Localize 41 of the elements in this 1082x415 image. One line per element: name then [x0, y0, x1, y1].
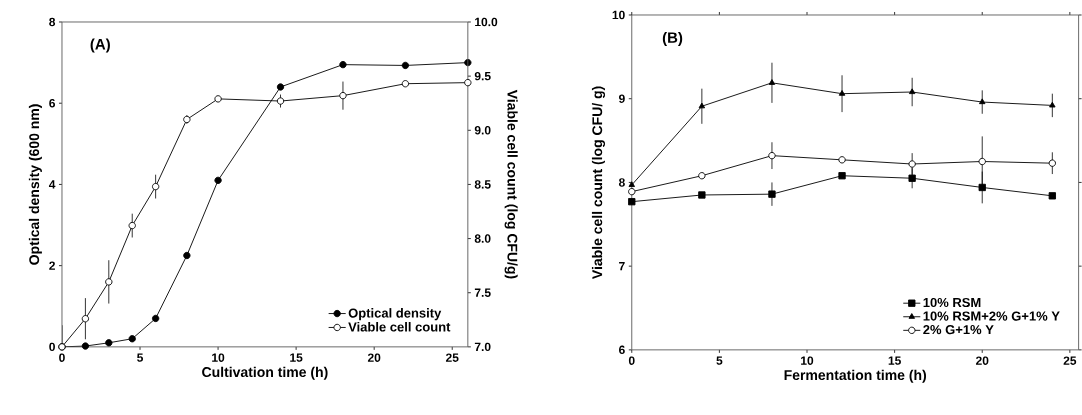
y-tick-label: 6	[49, 99, 56, 108]
y2-tick-label: 7.5	[474, 288, 491, 297]
x-tick-label: 20	[975, 356, 989, 365]
x-tick-label: 0	[59, 353, 65, 362]
annotation: (B)	[662, 32, 683, 46]
x-tick-label: 5	[137, 353, 144, 362]
x-tick-label: 25	[445, 353, 459, 362]
y2-tick-label: 9.0	[474, 126, 491, 135]
legend-label: 2% G+1% Y	[923, 325, 994, 335]
y-axis-title: Viable cell count (log CFU/ g)	[591, 86, 606, 280]
y-tick-label: 9	[618, 94, 625, 104]
y-tick-label: 0	[49, 342, 55, 352]
y-tick-label: 6	[619, 345, 625, 355]
y-tick-label: 7	[619, 262, 625, 271]
x-tick-label: 15	[888, 356, 901, 365]
x-tick-label: 5	[716, 356, 723, 365]
x-tick-label: 0	[628, 356, 635, 365]
y-tick-label: 10	[612, 10, 625, 20]
y2-tick-label: 10.0	[475, 17, 498, 27]
y-tick-label: 4	[48, 180, 56, 189]
x-tick-label: 10	[801, 356, 814, 365]
y-axis-title: Optical density (600 nm)	[28, 104, 42, 265]
x-axis-title: Cultivation time (h)	[202, 366, 328, 380]
x-tick-label: 15	[290, 353, 303, 362]
y-tick-label: 8	[618, 178, 625, 187]
y2-tick-label: 8.5	[474, 180, 491, 189]
x-tick-label: 20	[367, 353, 381, 362]
legend-label: Optical density	[348, 308, 442, 321]
legend-label: Viable cell count	[348, 322, 451, 332]
y2-tick-label: 7.0	[474, 342, 491, 352]
y2-tick-label: 8.0	[474, 234, 491, 243]
legend-label: 10% RSM	[923, 297, 981, 308]
y2-tick-label: 9.5	[474, 71, 491, 81]
legend-label: 10% RSM+2% G+1% Y	[923, 311, 1060, 321]
x-axis-title: Fermentation time (h)	[784, 369, 927, 383]
x-tick-label: 25	[1063, 356, 1077, 365]
y-tick-label: 2	[49, 261, 55, 270]
y-tick-label: 8	[49, 17, 56, 27]
x-tick-label: 10	[212, 353, 225, 362]
annotation: (A)	[90, 38, 110, 53]
y2-axis-title: Viable cell count (log CFU/g)	[504, 89, 518, 279]
